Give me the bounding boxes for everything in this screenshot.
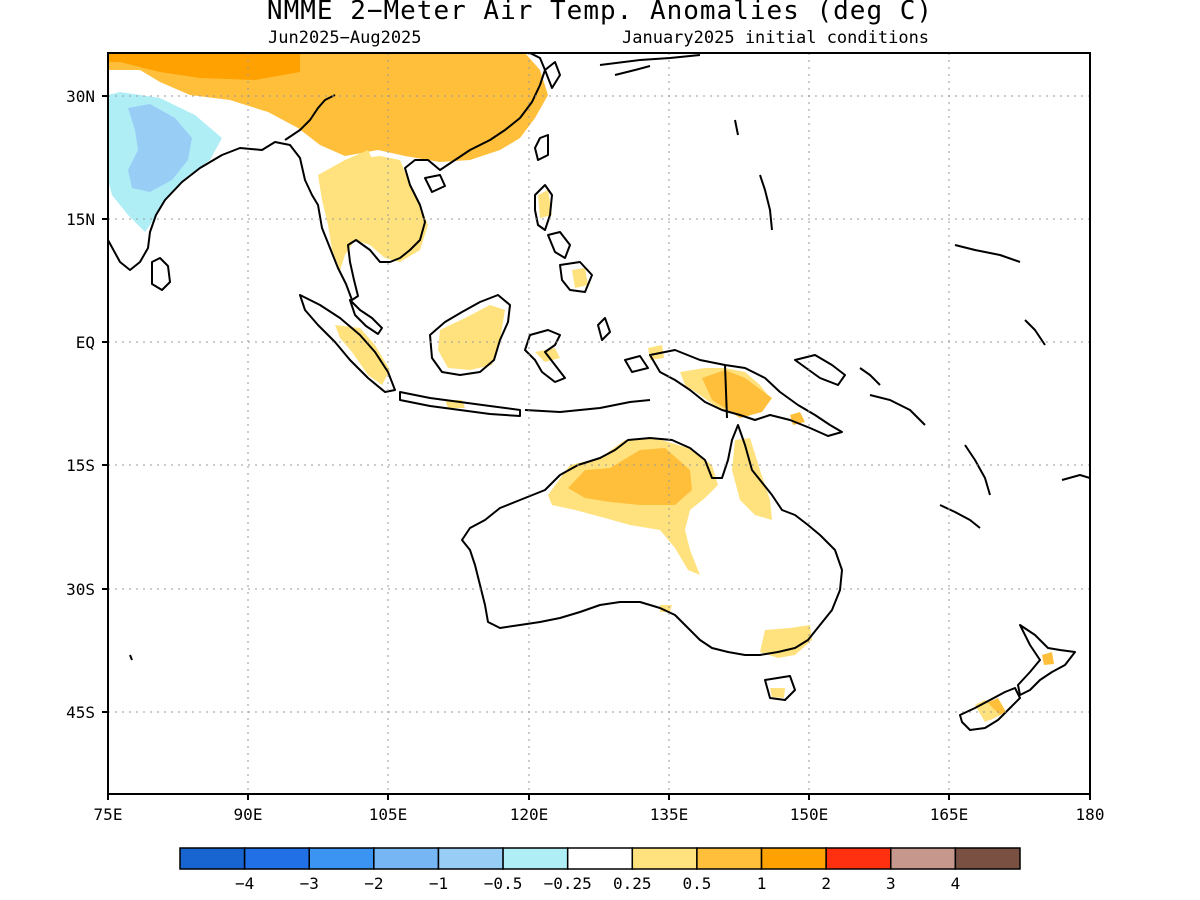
- legend-swatch: [373, 847, 440, 870]
- lon-label-165e: 165E: [930, 805, 969, 824]
- lon-label-180: 180: [1076, 805, 1105, 824]
- coastlines: [108, 53, 1090, 731]
- anomaly-india-cool: [128, 104, 192, 192]
- legend-label: −4: [235, 874, 254, 893]
- lat-label-45s: 45S: [66, 703, 95, 722]
- anomaly-nz-north: [1042, 652, 1054, 665]
- legend-swatch: [631, 847, 698, 870]
- legend-swatch: [890, 847, 957, 870]
- legend-swatch: [308, 847, 375, 870]
- legend-label: 0.25: [613, 874, 652, 893]
- legend-label: −3: [300, 874, 319, 893]
- anomaly-new-guinea: [702, 370, 772, 418]
- lat-labels: 30N 15N EQ 15S 30S 45S: [66, 87, 95, 722]
- lat-label-15n: 15N: [66, 210, 95, 229]
- legend-label: −1: [429, 874, 448, 893]
- anomaly-philippines: [538, 190, 552, 218]
- lon-label-90e: 90E: [234, 805, 263, 824]
- legend-label: 1: [757, 874, 767, 893]
- legend-label: 0.5: [682, 874, 711, 893]
- legend-swatch: [696, 847, 763, 870]
- map-area: [108, 53, 1090, 731]
- anomaly-sri-lanka: [345, 150, 375, 175]
- lat-label-30s: 30S: [66, 580, 95, 599]
- legend-swatch: [566, 847, 634, 870]
- map-title: NMME 2−Meter Air Temp. Anomalies (deg C): [266, 0, 934, 26]
- lon-label-150e: 150E: [790, 805, 829, 824]
- lon-label-75e: 75E: [94, 805, 123, 824]
- anomaly-tasmania: [770, 688, 785, 698]
- anomaly-mindanao: [572, 268, 588, 288]
- legend-swatch: [954, 847, 1021, 870]
- legend-label: −0.5: [484, 874, 523, 893]
- anomaly-australia-warm: [568, 448, 692, 505]
- lat-label-15s: 15S: [66, 456, 95, 475]
- legend-labels: −4 −3 −2 −1 −0.5 −0.25 0.25 0.5 1 2 3 4: [235, 874, 960, 893]
- anomaly-sumatra: [335, 325, 390, 385]
- legend-label: −0.25: [544, 874, 592, 893]
- anomaly-halmahera: [648, 345, 664, 360]
- forecast-period: Jun2025−Aug2025: [268, 28, 422, 48]
- anomaly-china-1: [108, 53, 548, 162]
- legend-label: 4: [951, 874, 961, 893]
- legend-swatch: [437, 847, 504, 870]
- ticks: [102, 95, 1091, 800]
- lat-label-eq: EQ: [76, 333, 95, 352]
- legend-label: −2: [364, 874, 383, 893]
- legend-swatch: [825, 847, 892, 870]
- legend-swatch: [179, 847, 246, 870]
- anomaly-china-2: [108, 53, 300, 80]
- anomaly-shading: [108, 53, 1054, 722]
- legend-colorbar: [179, 847, 1021, 870]
- initial-conditions: January2025 initial conditions: [622, 28, 930, 48]
- lon-label-105e: 105E: [369, 805, 408, 824]
- lon-labels: 75E 90E 105E 120E 135E 150E 165E 180: [94, 805, 1105, 824]
- legend-swatch: [243, 847, 310, 870]
- lat-label-30n: 30N: [66, 87, 95, 106]
- legend-label: 3: [886, 874, 896, 893]
- lon-label-120e: 120E: [510, 805, 549, 824]
- legend-label: 2: [821, 874, 831, 893]
- lon-label-135e: 135E: [650, 805, 689, 824]
- map-frame: [107, 52, 1091, 795]
- anomaly-victoria: [760, 625, 812, 658]
- legend-swatch: [502, 847, 569, 870]
- legend-swatch: [760, 847, 827, 870]
- anomaly-queensland: [732, 438, 772, 520]
- anomaly-indochina: [318, 156, 428, 270]
- anomaly-borneo: [438, 305, 505, 370]
- gridlines: [108, 53, 1090, 794]
